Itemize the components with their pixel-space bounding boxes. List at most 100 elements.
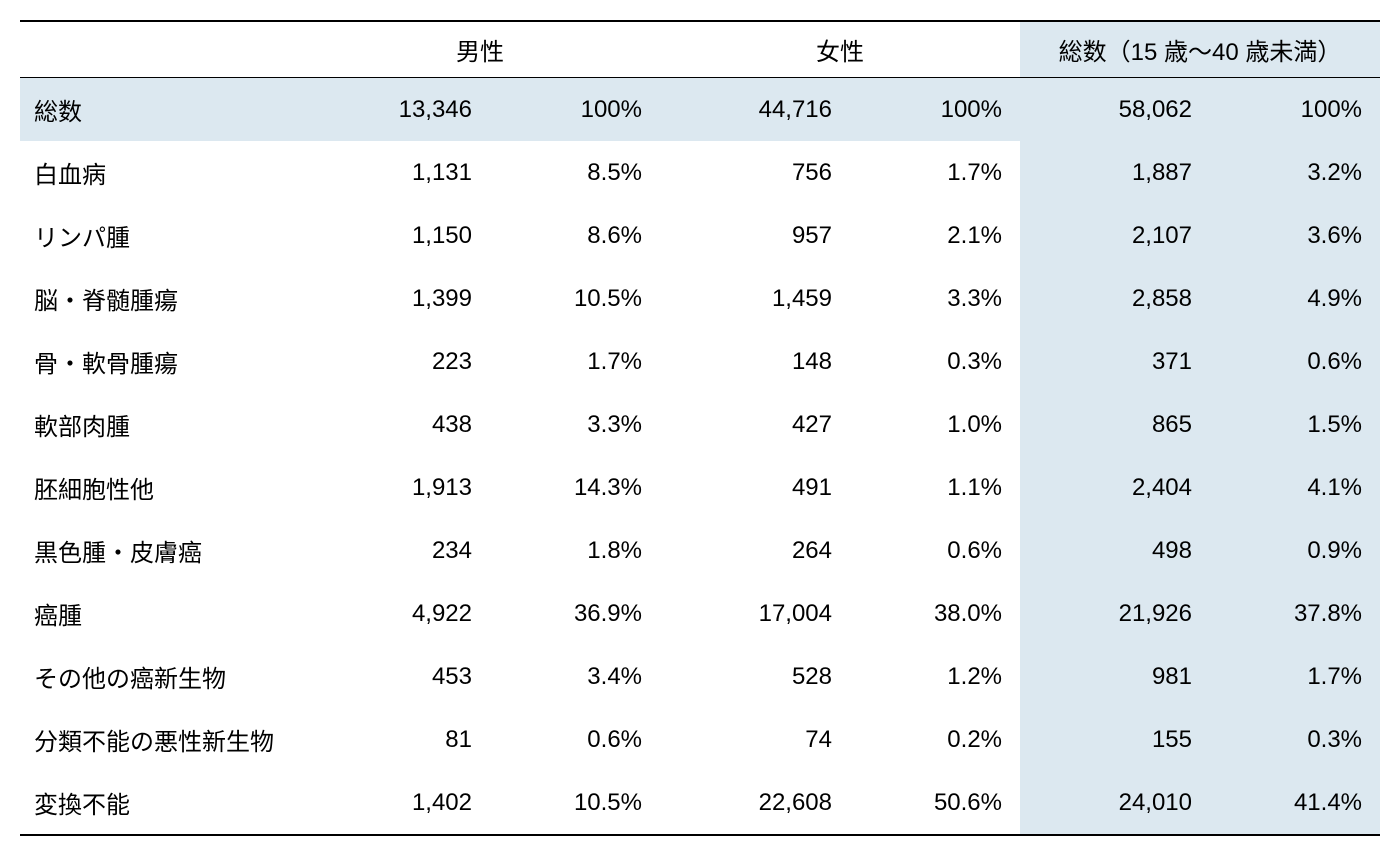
table-body: 総数13,346100%44,716100%58,062100%白血病1,131… [20, 78, 1380, 836]
female-percent: 38.0% [850, 582, 1020, 645]
total-percent: 37.8% [1210, 582, 1380, 645]
female-percent: 1.1% [850, 456, 1020, 519]
male-count: 4,922 [300, 582, 490, 645]
row-label: 軟部肉腫 [20, 393, 300, 456]
female-percent: 1.0% [850, 393, 1020, 456]
table-row: 骨・軟骨腫瘍2231.7%1480.3%3710.6% [20, 330, 1380, 393]
female-percent: 50.6% [850, 771, 1020, 835]
table-row: 軟部肉腫4383.3%4271.0%8651.5% [20, 393, 1380, 456]
table-row: その他の癌新生物4533.4%5281.2%9811.7% [20, 645, 1380, 708]
female-percent: 0.2% [850, 708, 1020, 771]
male-count: 453 [300, 645, 490, 708]
total-count: 498 [1020, 519, 1210, 582]
header-female: 女性 [660, 21, 1020, 78]
total-percent: 0.9% [1210, 519, 1380, 582]
total-count: 155 [1020, 708, 1210, 771]
row-label: 胚細胞性他 [20, 456, 300, 519]
table-row: 変換不能1,40210.5%22,60850.6%24,01041.4% [20, 771, 1380, 835]
total-percent: 4.1% [1210, 456, 1380, 519]
female-count: 491 [660, 456, 850, 519]
header-male: 男性 [300, 21, 660, 78]
total-count: 2,858 [1020, 267, 1210, 330]
total-count: 865 [1020, 393, 1210, 456]
total-percent: 0.3% [1210, 708, 1380, 771]
female-count: 1,459 [660, 267, 850, 330]
total-percent: 3.2% [1210, 141, 1380, 204]
header-blank [20, 21, 300, 78]
female-percent: 2.1% [850, 204, 1020, 267]
total-percent: 1.7% [1210, 645, 1380, 708]
female-count: 44,716 [660, 78, 850, 142]
female-count: 756 [660, 141, 850, 204]
female-percent: 1.7% [850, 141, 1020, 204]
row-label: リンパ腫 [20, 204, 300, 267]
male-count: 1,402 [300, 771, 490, 835]
total-percent: 3.6% [1210, 204, 1380, 267]
total-percent: 4.9% [1210, 267, 1380, 330]
total-count: 21,926 [1020, 582, 1210, 645]
row-label: 分類不能の悪性新生物 [20, 708, 300, 771]
female-count: 957 [660, 204, 850, 267]
row-label: 癌腫 [20, 582, 300, 645]
total-percent: 1.5% [1210, 393, 1380, 456]
row-label: 総数 [20, 78, 300, 142]
female-percent: 100% [850, 78, 1020, 142]
female-percent: 1.2% [850, 645, 1020, 708]
male-percent: 0.6% [490, 708, 660, 771]
total-count: 371 [1020, 330, 1210, 393]
total-count: 981 [1020, 645, 1210, 708]
header-total: 総数（15 歳～40 歳未満） [1020, 21, 1380, 78]
male-percent: 10.5% [490, 267, 660, 330]
table-row: 白血病1,1318.5%7561.7%1,8873.2% [20, 141, 1380, 204]
total-count: 2,404 [1020, 456, 1210, 519]
female-count: 528 [660, 645, 850, 708]
total-percent: 0.6% [1210, 330, 1380, 393]
male-count: 1,913 [300, 456, 490, 519]
row-label: その他の癌新生物 [20, 645, 300, 708]
male-count: 1,399 [300, 267, 490, 330]
female-percent: 0.6% [850, 519, 1020, 582]
male-count: 438 [300, 393, 490, 456]
female-count: 74 [660, 708, 850, 771]
row-label: 骨・軟骨腫瘍 [20, 330, 300, 393]
male-percent: 8.5% [490, 141, 660, 204]
table-row: 黒色腫・皮膚癌2341.8%2640.6%4980.9% [20, 519, 1380, 582]
male-percent: 3.3% [490, 393, 660, 456]
header-row: 男性 女性 総数（15 歳～40 歳未満） [20, 21, 1380, 78]
female-count: 427 [660, 393, 850, 456]
table-row: リンパ腫1,1508.6%9572.1%2,1073.6% [20, 204, 1380, 267]
female-count: 264 [660, 519, 850, 582]
male-percent: 10.5% [490, 771, 660, 835]
male-count: 81 [300, 708, 490, 771]
row-label: 白血病 [20, 141, 300, 204]
male-percent: 14.3% [490, 456, 660, 519]
table-row: 分類不能の悪性新生物810.6%740.2%1550.3% [20, 708, 1380, 771]
table-row: 胚細胞性他1,91314.3%4911.1%2,4044.1% [20, 456, 1380, 519]
table-row: 癌腫4,92236.9%17,00438.0%21,92637.8% [20, 582, 1380, 645]
total-percent: 41.4% [1210, 771, 1380, 835]
row-label: 脳・脊髄腫瘍 [20, 267, 300, 330]
male-percent: 1.8% [490, 519, 660, 582]
male-percent: 3.4% [490, 645, 660, 708]
row-label: 変換不能 [20, 771, 300, 835]
male-count: 234 [300, 519, 490, 582]
row-label: 黒色腫・皮膚癌 [20, 519, 300, 582]
male-count: 13,346 [300, 78, 490, 142]
total-count: 58,062 [1020, 78, 1210, 142]
male-count: 1,131 [300, 141, 490, 204]
cancer-stats-table: 男性 女性 総数（15 歳～40 歳未満） 総数13,346100%44,716… [20, 20, 1380, 836]
female-count: 22,608 [660, 771, 850, 835]
female-count: 148 [660, 330, 850, 393]
female-percent: 3.3% [850, 267, 1020, 330]
male-percent: 1.7% [490, 330, 660, 393]
male-percent: 36.9% [490, 582, 660, 645]
male-percent: 100% [490, 78, 660, 142]
male-percent: 8.6% [490, 204, 660, 267]
male-count: 223 [300, 330, 490, 393]
female-count: 17,004 [660, 582, 850, 645]
total-count: 24,010 [1020, 771, 1210, 835]
male-count: 1,150 [300, 204, 490, 267]
table-row: 総数13,346100%44,716100%58,062100% [20, 78, 1380, 142]
total-count: 2,107 [1020, 204, 1210, 267]
total-count: 1,887 [1020, 141, 1210, 204]
